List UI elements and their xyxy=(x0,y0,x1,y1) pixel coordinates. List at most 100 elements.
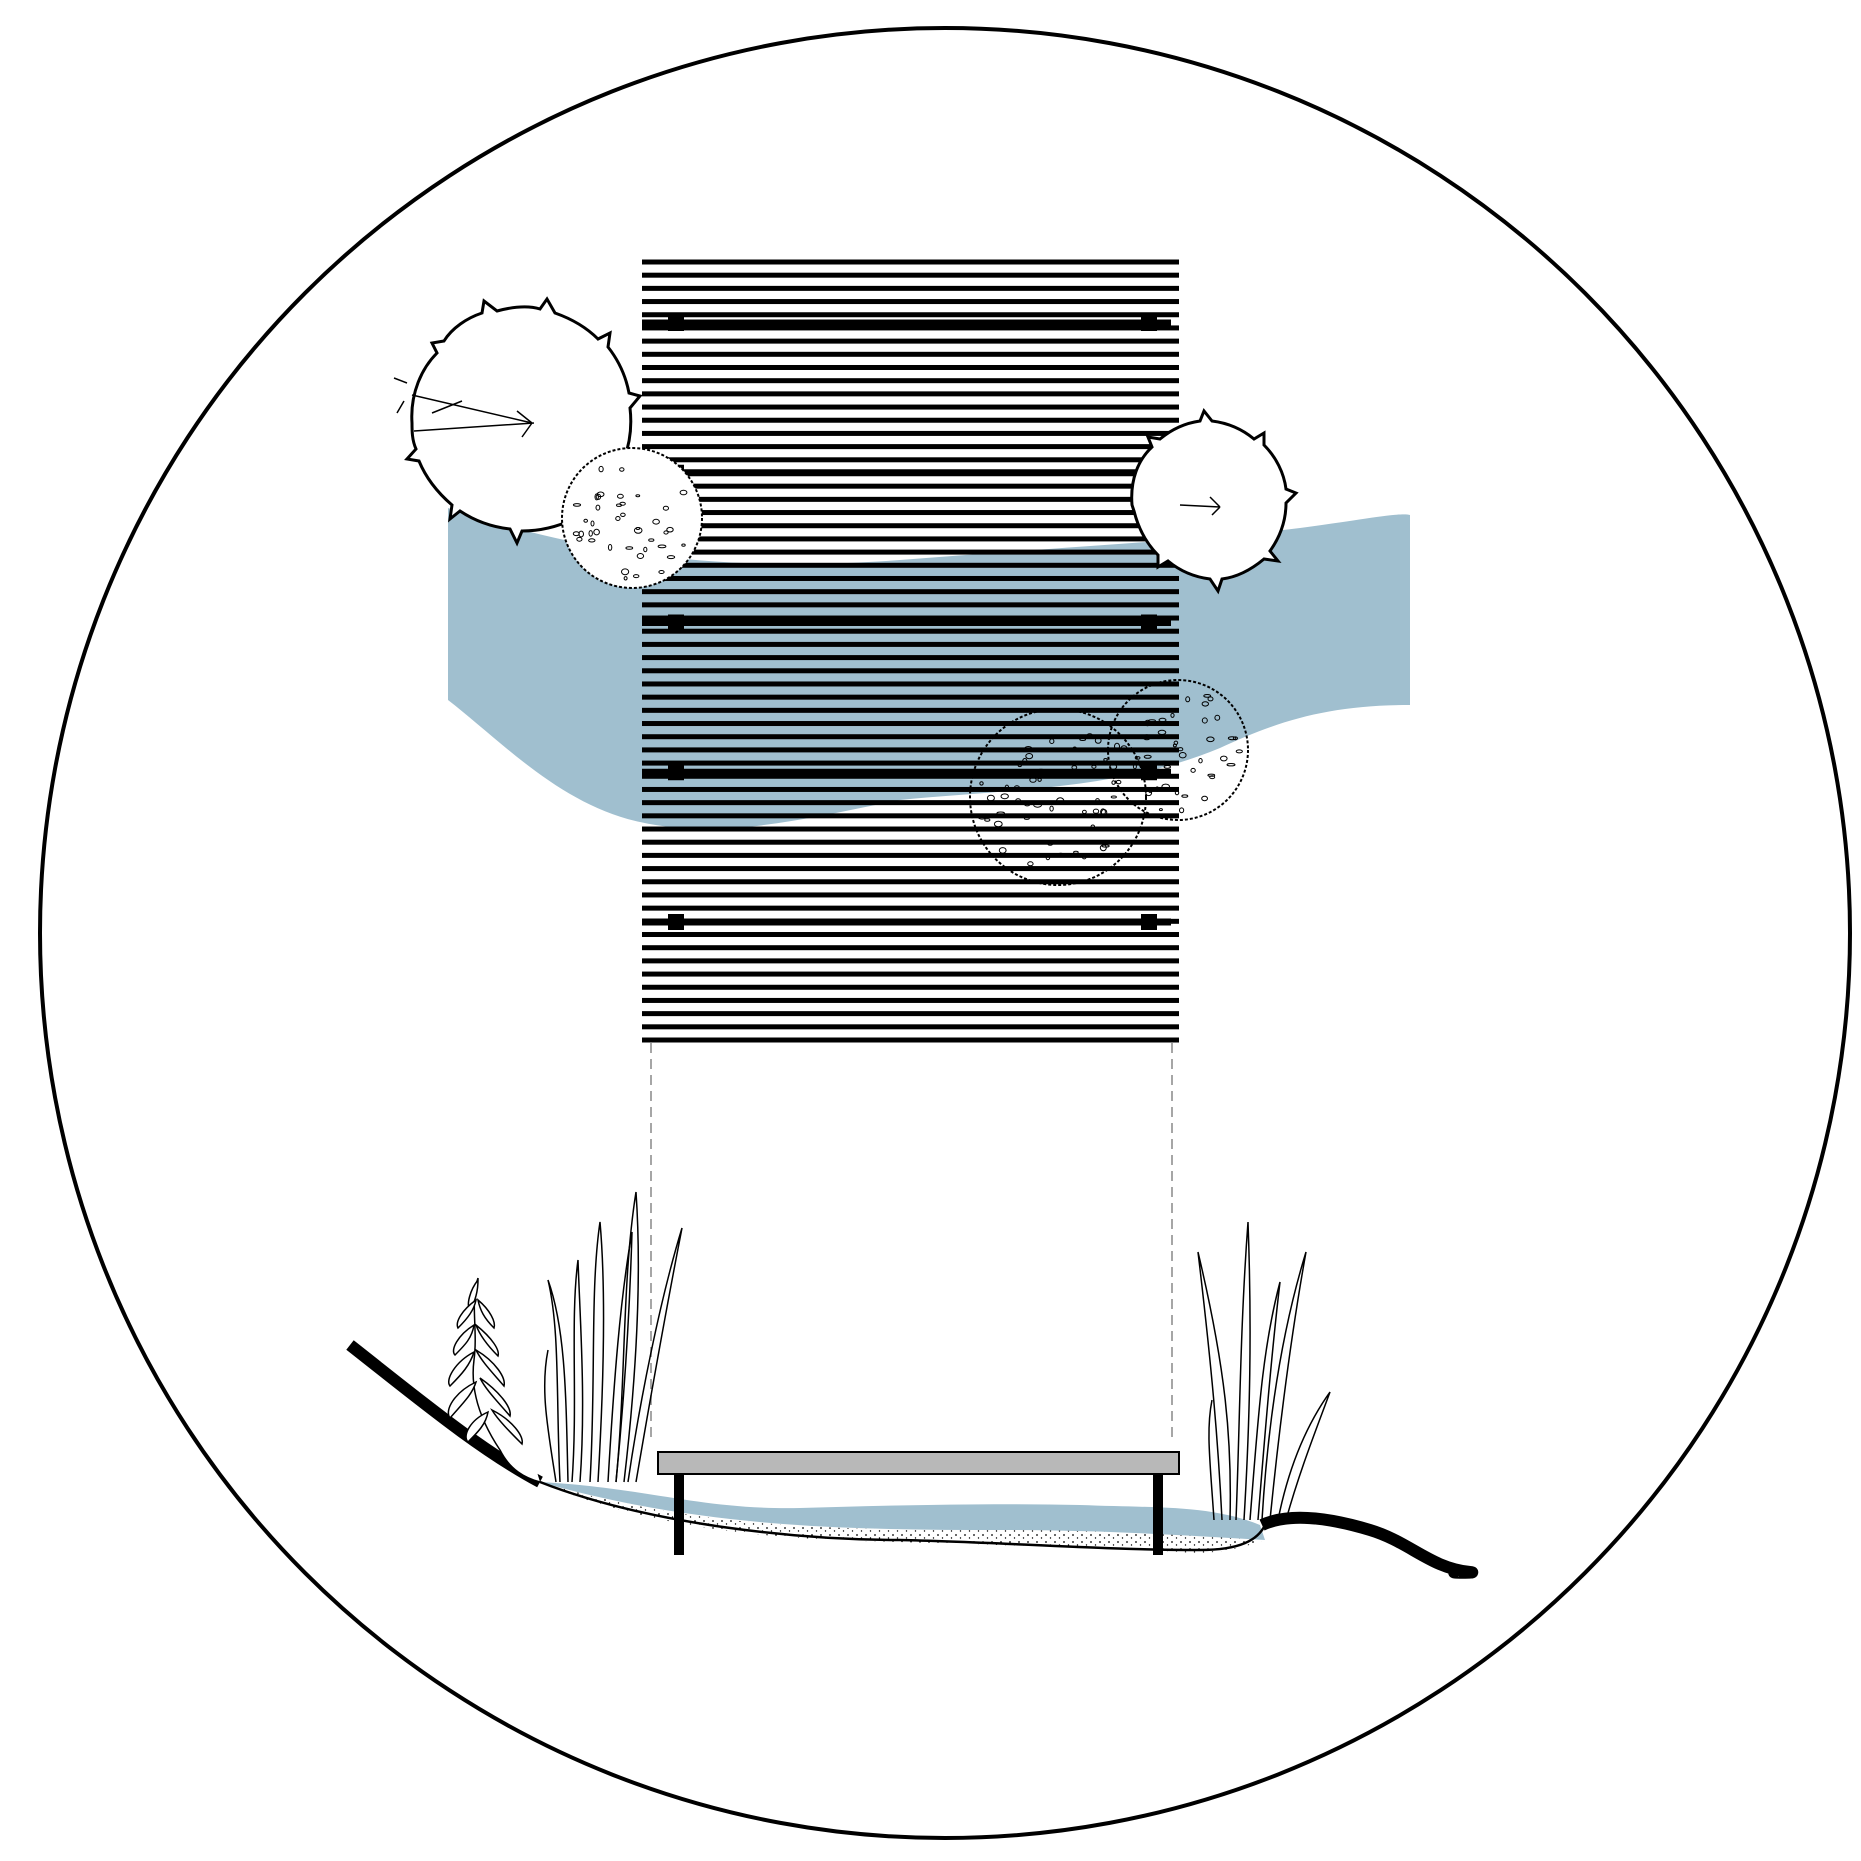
shrub-texture xyxy=(1082,809,1087,815)
stream-section xyxy=(540,1482,1265,1540)
deck-board xyxy=(642,483,1179,489)
deck-board xyxy=(642,668,1179,674)
deck-section xyxy=(657,1451,1180,1475)
shrub-texture xyxy=(1114,742,1120,750)
deck-board xyxy=(642,945,1179,951)
deck-board xyxy=(642,589,1179,595)
shrub-texture xyxy=(1158,717,1167,723)
shrub-icon xyxy=(969,708,1147,886)
deck-beam xyxy=(642,768,1171,776)
shrub-texture xyxy=(1161,760,1168,765)
shrub-texture xyxy=(658,570,665,574)
shrub-texture xyxy=(1185,696,1191,703)
shrub-texture xyxy=(1086,733,1094,739)
shrub-texture xyxy=(986,794,995,802)
deck-board xyxy=(642,325,1179,331)
deck-board xyxy=(642,747,1179,753)
shrub-texture xyxy=(1201,701,1209,707)
shrub-texture xyxy=(1037,777,1042,782)
shrub-texture xyxy=(621,568,630,576)
deck-board xyxy=(642,602,1179,608)
deck-board xyxy=(642,932,1179,938)
shrub-texture xyxy=(1198,758,1203,764)
shrub-texture xyxy=(1170,712,1175,718)
shrub-texture xyxy=(1024,746,1033,752)
shrub-texture xyxy=(1023,816,1030,820)
shrub-texture xyxy=(1045,854,1051,861)
deck-board xyxy=(642,655,1179,661)
shrub-texture xyxy=(1132,763,1137,770)
shrub-texture xyxy=(1056,797,1065,805)
shrub-texture xyxy=(1017,763,1022,768)
shrub-texture xyxy=(1027,861,1034,867)
reeds-icon xyxy=(543,1191,683,1483)
deck-board xyxy=(642,971,1179,977)
ground-line xyxy=(1259,1511,1479,1579)
deck-board xyxy=(642,351,1179,357)
deck-board xyxy=(642,905,1179,911)
deck-board xyxy=(642,510,1179,516)
deck-board xyxy=(642,562,1179,568)
deck-board xyxy=(642,1037,1179,1043)
shrub-texture xyxy=(583,518,589,523)
shrub-texture xyxy=(666,555,676,560)
shrub-texture xyxy=(1177,747,1184,752)
shrub-texture xyxy=(1103,758,1108,762)
shrub-texture xyxy=(616,503,622,507)
shrub-texture xyxy=(666,526,674,533)
shrub-texture xyxy=(1090,824,1096,830)
deck-board xyxy=(642,826,1179,832)
shrub-texture xyxy=(662,505,670,511)
deck-pier xyxy=(1141,315,1157,331)
shrub-texture xyxy=(576,536,583,542)
shrub-texture xyxy=(1022,758,1028,765)
shrub-texture xyxy=(1179,807,1185,814)
deck-board xyxy=(642,997,1179,1003)
deck-board xyxy=(642,536,1179,542)
shrub-texture xyxy=(1227,736,1237,741)
shrub-texture xyxy=(1057,852,1065,857)
deck-board xyxy=(642,879,1179,885)
shrub-texture xyxy=(1079,737,1087,742)
deck-board xyxy=(642,852,1179,858)
deck-board xyxy=(642,338,1179,344)
shrub-texture xyxy=(1134,756,1141,760)
deck-board xyxy=(642,628,1179,634)
deck-board xyxy=(642,378,1179,384)
shrub-texture xyxy=(1145,789,1153,797)
reeds-icon xyxy=(1197,1221,1331,1521)
shrub-texture xyxy=(1143,754,1152,759)
deck-board xyxy=(642,575,1179,581)
shrub-texture xyxy=(681,543,686,547)
deck-pier xyxy=(668,914,684,930)
projection-lines xyxy=(650,1043,1173,1440)
shrub-texture xyxy=(663,530,669,535)
shrub-texture xyxy=(1072,746,1077,751)
shrub-texture xyxy=(652,518,660,525)
shrub-texture xyxy=(1033,802,1043,808)
deck-post xyxy=(674,1474,684,1555)
deck-beam xyxy=(642,918,1171,926)
shrub-texture xyxy=(979,781,984,786)
deck-board xyxy=(642,272,1179,278)
deck-board xyxy=(642,734,1179,740)
deck-beam xyxy=(642,319,1171,327)
deck-board xyxy=(642,694,1179,700)
shrub-texture xyxy=(1098,800,1106,805)
shrub-texture xyxy=(1100,808,1106,816)
shrub-texture xyxy=(1147,719,1156,723)
deck-board xyxy=(642,681,1179,687)
shrub-texture xyxy=(636,553,645,559)
deck-board xyxy=(642,299,1179,305)
shrub-texture xyxy=(1120,745,1128,752)
plan-view xyxy=(393,259,1410,1043)
shrub-texture xyxy=(984,818,991,822)
shrub-texture xyxy=(1178,751,1187,759)
deck-board xyxy=(642,285,1179,291)
frame-circle xyxy=(38,26,1852,1840)
shrub-texture xyxy=(1037,768,1045,773)
shrub-texture xyxy=(620,512,626,517)
shrub-texture xyxy=(1207,696,1214,702)
deck-board xyxy=(642,892,1179,898)
deck-board xyxy=(642,457,1179,463)
